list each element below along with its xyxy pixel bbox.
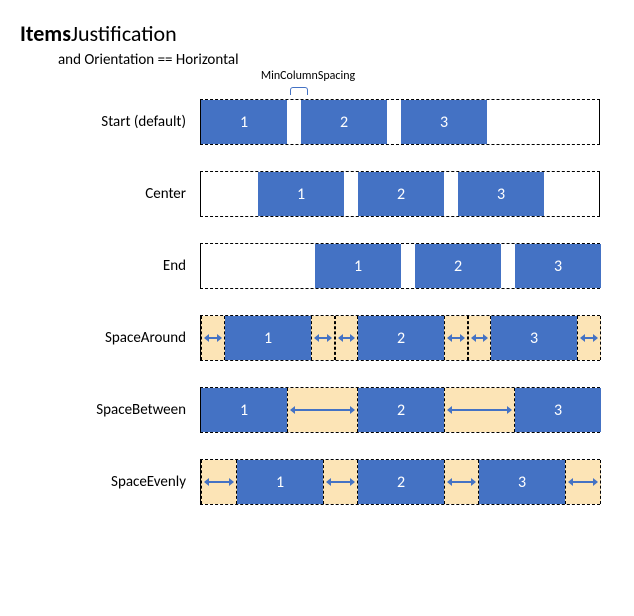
spacer: [444, 388, 515, 432]
item-box: 2: [358, 388, 444, 432]
spacer: [311, 316, 335, 360]
diagram: MinColumnSpacingStart (default)123Center…: [20, 99, 614, 505]
item-box: 2: [358, 460, 444, 504]
row: SpaceAround 1 2 3: [20, 315, 614, 361]
row-label: SpaceEvenly: [20, 473, 200, 491]
item-box: 1: [258, 172, 344, 216]
spacer: [201, 460, 237, 504]
track: 123: [200, 171, 600, 217]
row-label: SpaceBetween: [20, 401, 200, 419]
track: 1 2 3: [200, 387, 600, 433]
double-arrow-icon: [339, 337, 354, 339]
double-arrow-icon: [291, 409, 354, 411]
item-box: 2: [358, 316, 444, 360]
row-label: Center: [20, 185, 200, 203]
double-arrow-icon: [448, 337, 464, 339]
row-label: Start (default): [20, 113, 200, 131]
title-rest: Justification: [71, 20, 177, 47]
item-box: 3: [401, 100, 487, 144]
spacer: [468, 316, 491, 360]
spacer: [335, 316, 358, 360]
item-box: 3: [479, 460, 565, 504]
item-box: 1: [201, 100, 287, 144]
double-arrow-icon: [205, 481, 233, 483]
double-arrow-icon: [205, 337, 221, 339]
double-arrow-icon: [581, 337, 597, 339]
row: Center123: [20, 171, 614, 217]
item-box: 1: [315, 244, 401, 288]
min-column-spacing-label: MinColumnSpacing: [248, 69, 368, 83]
double-arrow-icon: [569, 481, 597, 483]
spacer: [444, 316, 468, 360]
item-box: 1: [225, 316, 311, 360]
item-box: 2: [358, 172, 444, 216]
spacer: [201, 316, 225, 360]
row-label: SpaceAround: [20, 329, 200, 347]
spacer: [565, 460, 601, 504]
double-arrow-icon: [472, 337, 487, 339]
row: SpaceBetween1 2 3: [20, 387, 614, 433]
spacer: [323, 460, 358, 504]
double-arrow-icon: [448, 481, 475, 483]
track: 1 2 3: [200, 315, 600, 361]
spacer: [444, 460, 479, 504]
spacer: [287, 388, 358, 432]
min-column-spacing-bracket: [290, 87, 308, 95]
item-box: 1: [201, 388, 287, 432]
double-arrow-icon: [327, 481, 354, 483]
track: 123: [200, 99, 600, 145]
item-box: 3: [491, 316, 577, 360]
title-bold: Items: [20, 20, 71, 47]
row-label: End: [20, 257, 200, 275]
row: Start (default)123: [20, 99, 614, 145]
item-box: 1: [237, 460, 323, 504]
item-box: 2: [415, 244, 501, 288]
spacer: [577, 316, 601, 360]
page-title: ItemsJustification: [20, 20, 614, 47]
track: 123: [200, 459, 600, 505]
track: 123: [200, 243, 600, 289]
item-box: 2: [301, 100, 387, 144]
item-box: 3: [515, 388, 601, 432]
item-box: 3: [458, 172, 544, 216]
item-box: 3: [515, 244, 601, 288]
row: End123: [20, 243, 614, 289]
row: SpaceEvenly123: [20, 459, 614, 505]
subtitle: and Orientation == Horizontal: [58, 51, 614, 69]
double-arrow-icon: [315, 337, 331, 339]
double-arrow-icon: [448, 409, 511, 411]
